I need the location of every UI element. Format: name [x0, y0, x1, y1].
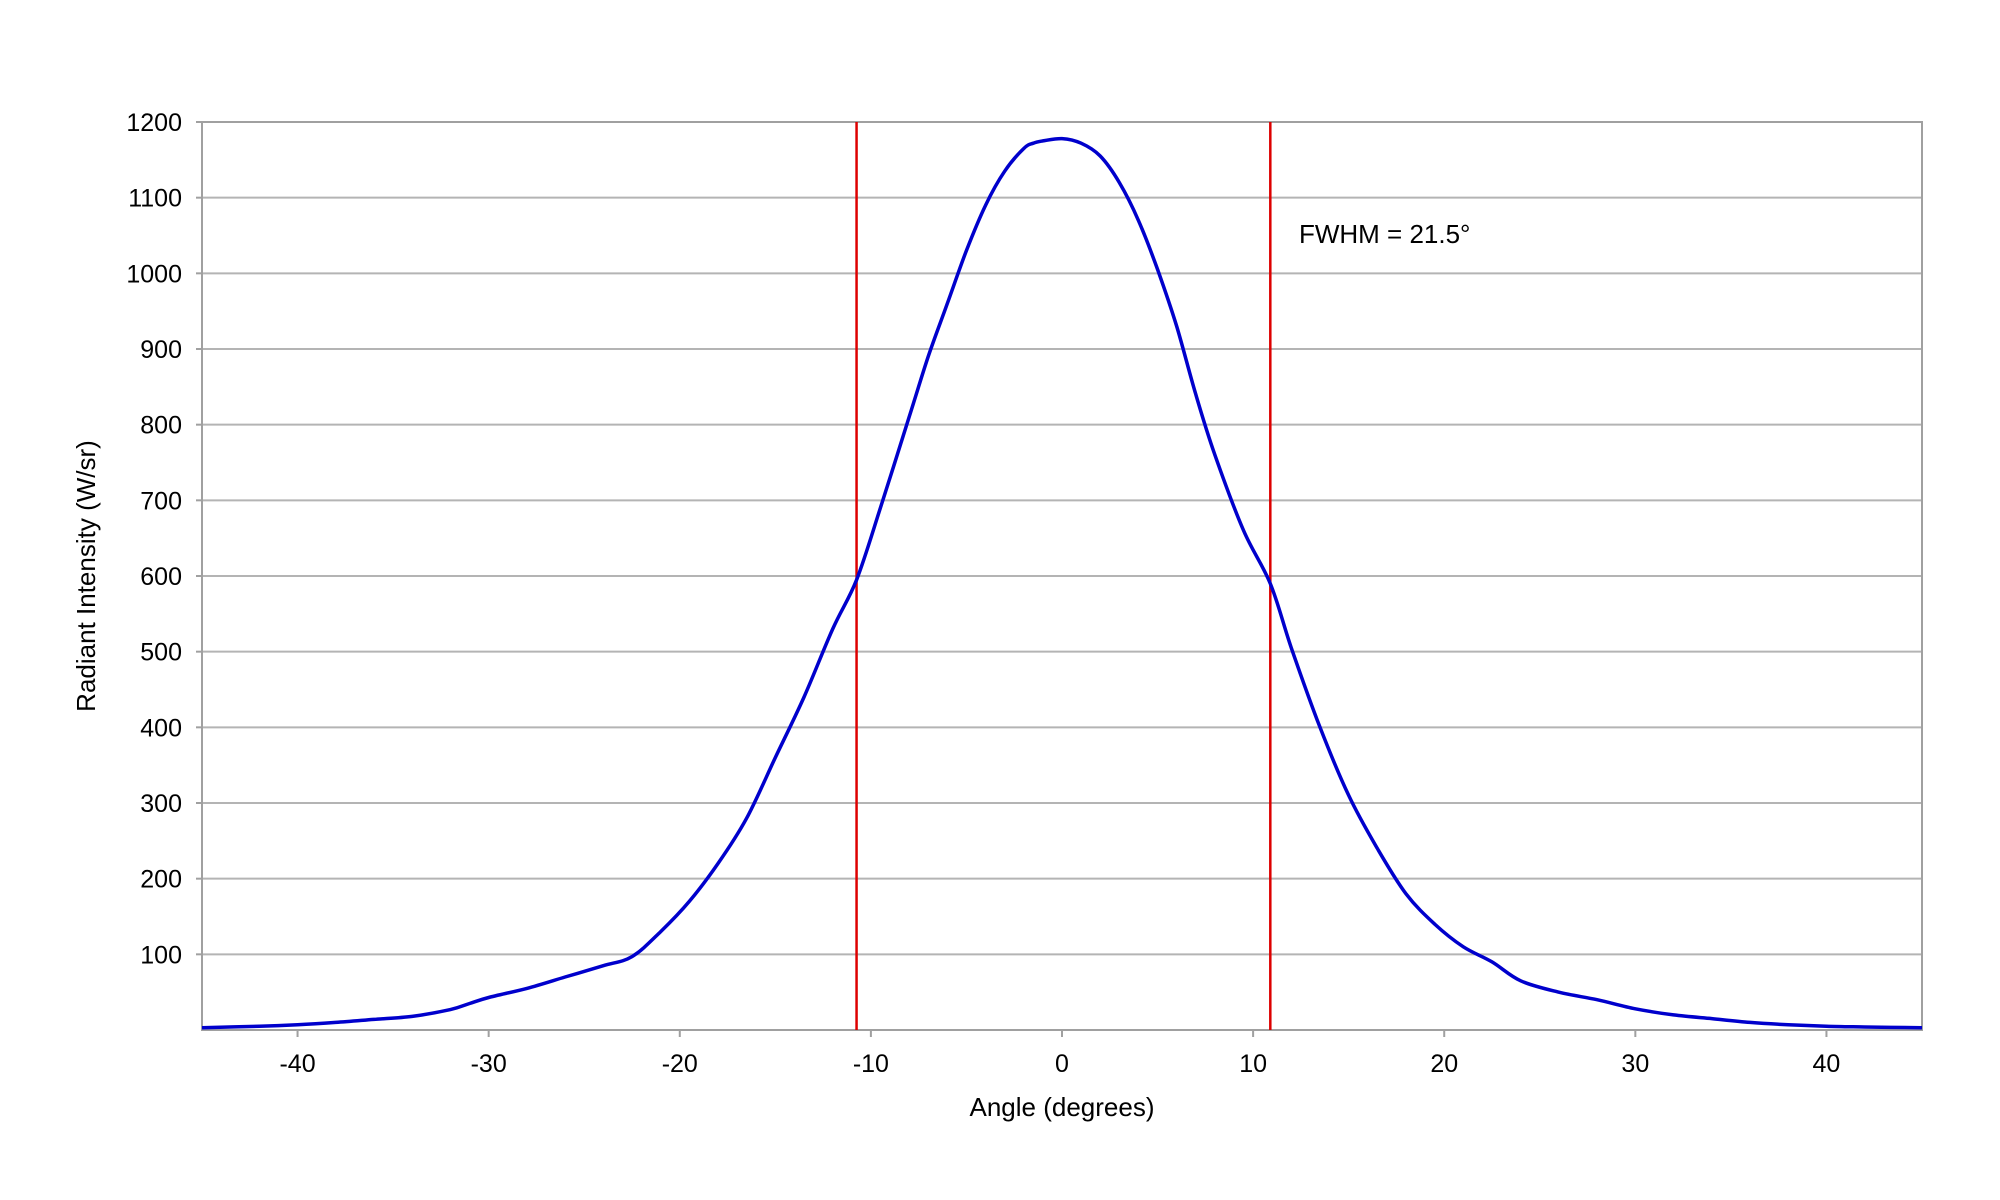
series-line-0 [201, 136, 1923, 1030]
x-tick-labels: -40 -30 -20 -10 0 10 20 30 40 [279, 1030, 1840, 1078]
x-tick-label-30: 30 [1621, 1050, 1649, 1078]
x-tick-label--10: -10 [853, 1050, 889, 1078]
x-tick-label-0: 0 [1055, 1050, 1069, 1078]
y-axis-label: Radiant Intensity (W/sr) [71, 440, 101, 712]
y-tick-label-1100: 1100 [128, 185, 182, 213]
y-tick-label-600: 600 [140, 563, 182, 591]
y-tick-label-200: 200 [140, 866, 182, 894]
y-tick-label-1000: 1000 [126, 260, 182, 288]
y-tick-label-500: 500 [140, 639, 182, 667]
series-layer [201, 136, 1923, 1030]
y-tick-label-300: 300 [140, 790, 182, 818]
x-tick-label--20: -20 [662, 1050, 698, 1078]
x-tick-label--30: -30 [471, 1050, 507, 1078]
y-tick-label-100: 100 [140, 941, 182, 969]
x-tick-label-10: 10 [1239, 1050, 1267, 1078]
y-tick-label-900: 900 [140, 336, 182, 364]
gridlines [202, 121, 1922, 956]
y-tick-label-800: 800 [140, 412, 182, 440]
fwhm-annotation: FWHM = 21.5° [1299, 219, 1471, 249]
x-axis-label: Angle (degrees) [970, 1092, 1155, 1122]
y-tick-label-700: 700 [140, 487, 182, 515]
x-tick-label--40: -40 [279, 1050, 315, 1078]
x-tick-label-20: 20 [1430, 1050, 1458, 1078]
x-tick-label-40: 40 [1813, 1050, 1841, 1078]
y-tick-label-400: 400 [140, 714, 182, 742]
y-tick-label-1200: 1200 [126, 109, 182, 137]
y-tick-labels: 100 200 300 400 500 600 700 800 900 1000 1100 1200 [126, 109, 202, 969]
